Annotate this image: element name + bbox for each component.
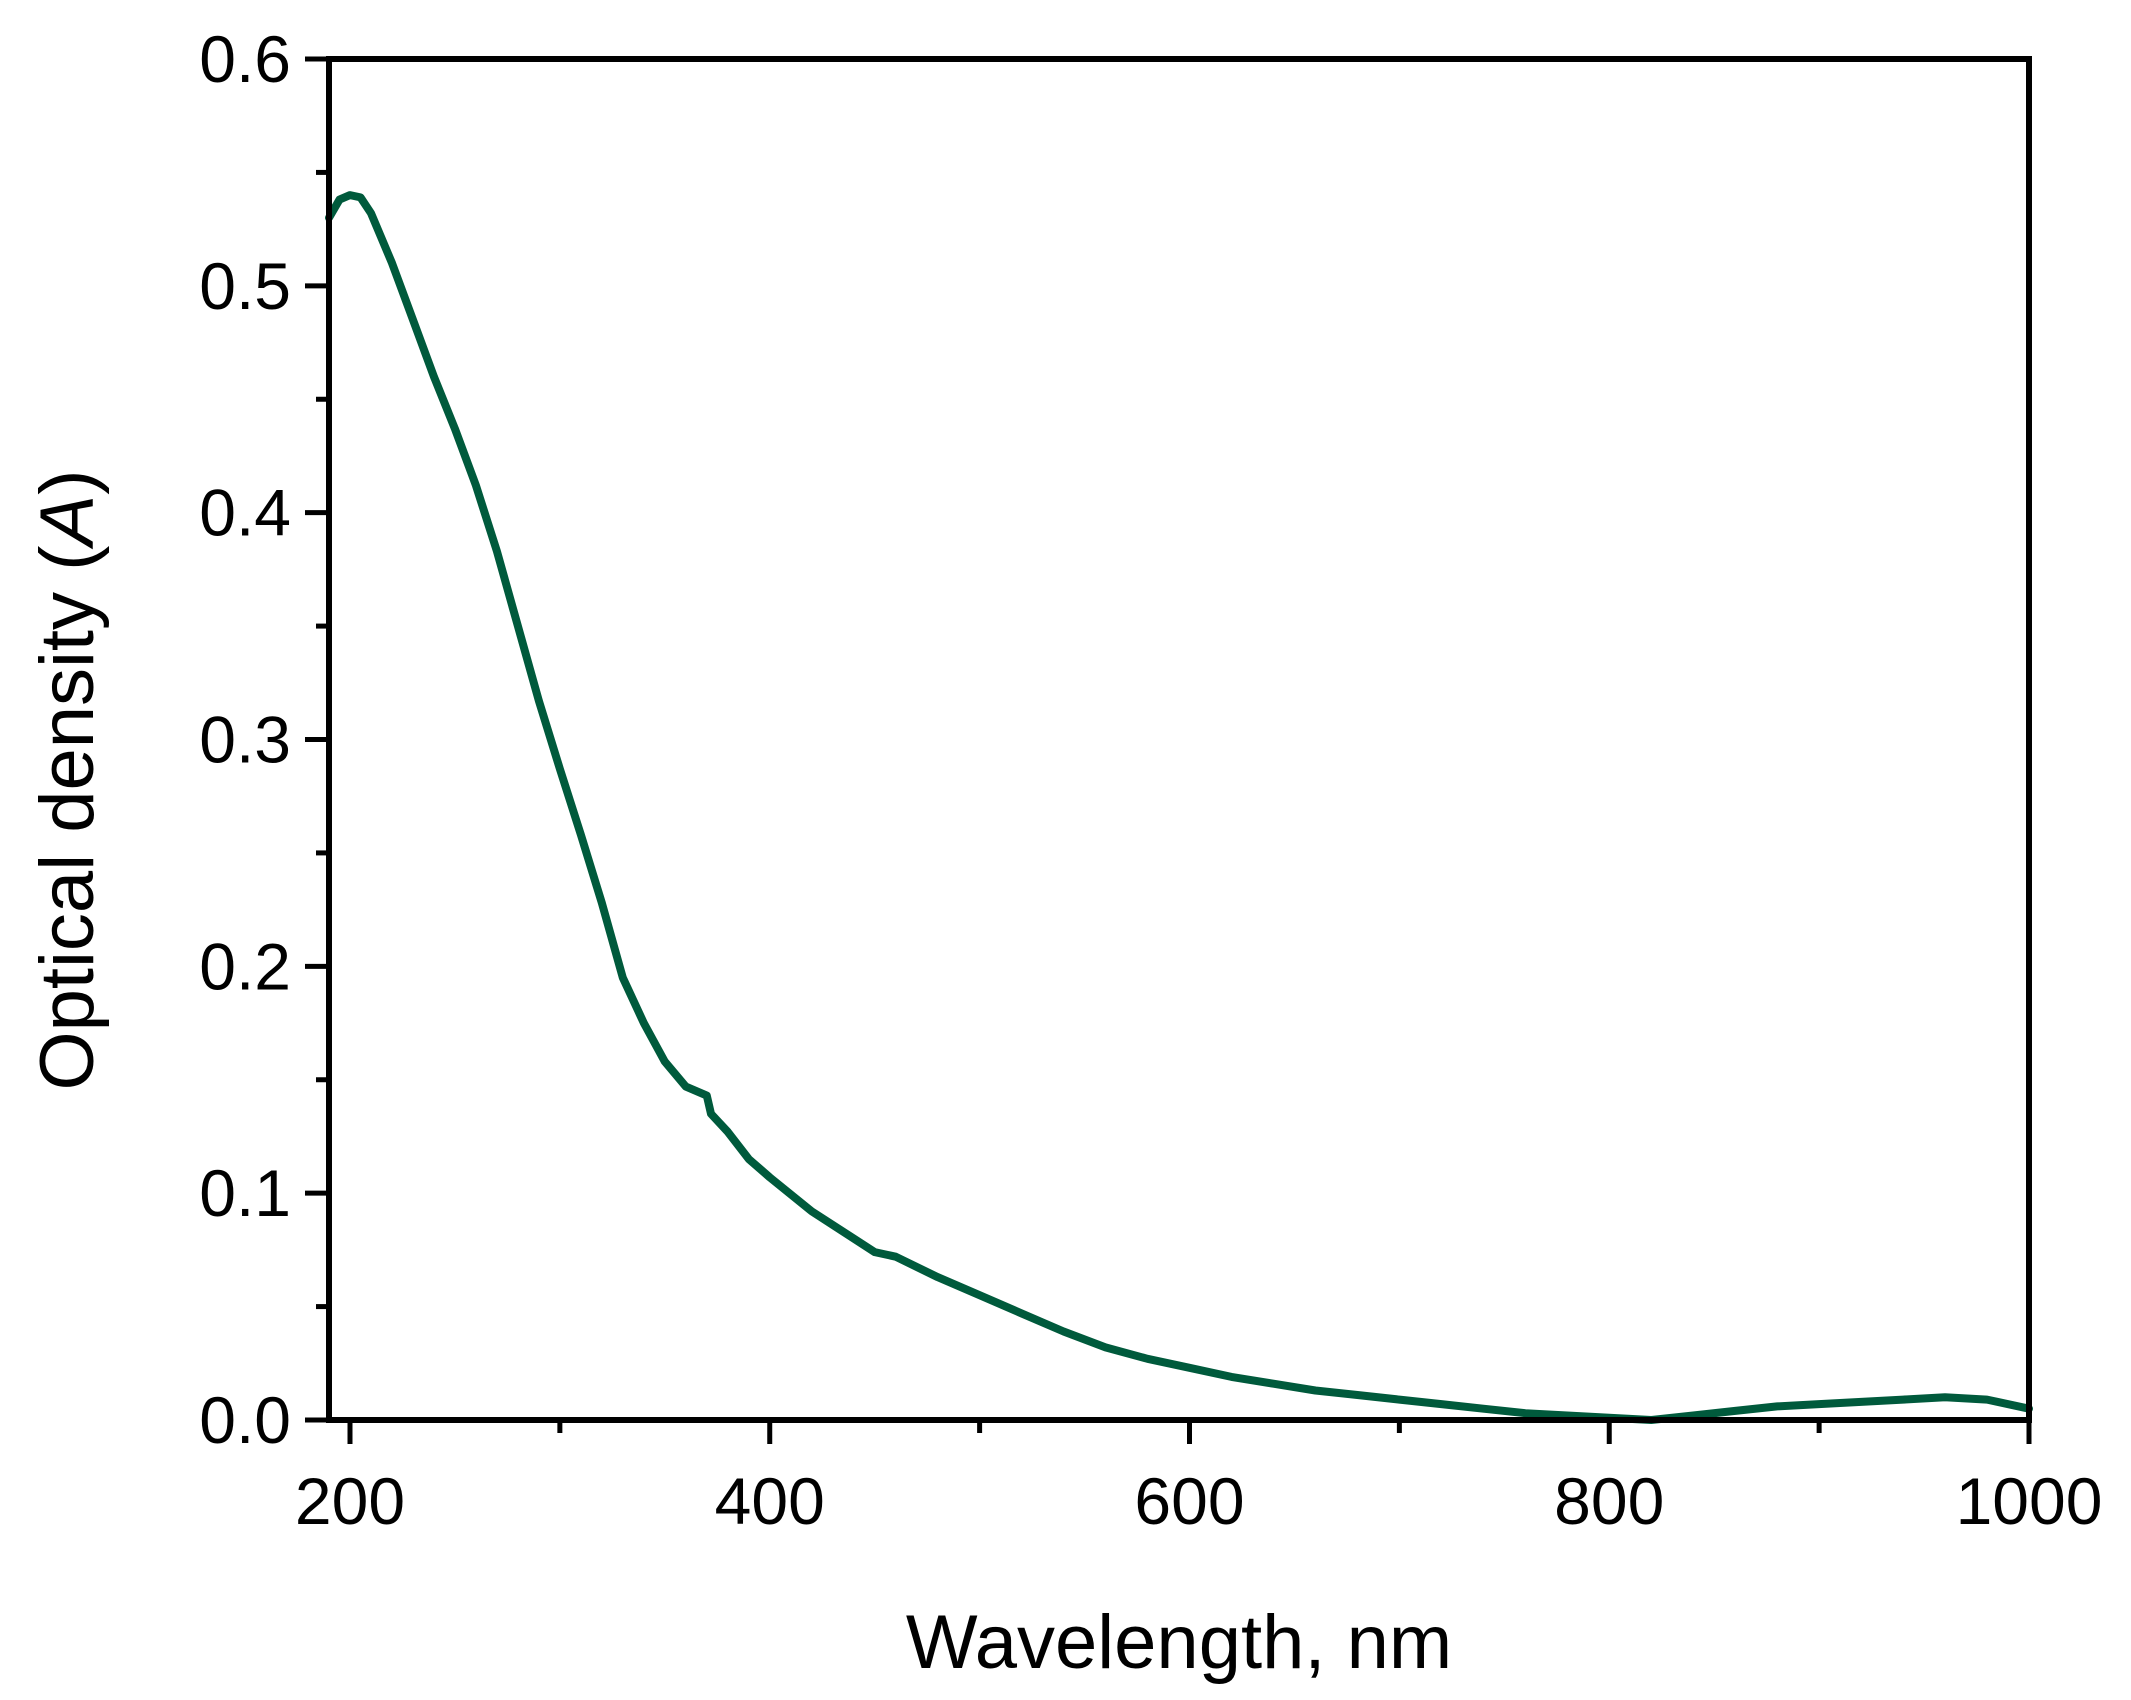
y-tick-labels: 0.0 0.1 0.2 0.3 0.4 0.5 0.6 [199, 22, 291, 1457]
y-axis-title-close: ) [25, 470, 110, 495]
series-layer [325, 191, 2033, 1424]
y-tick-label: 0.2 [199, 929, 291, 1003]
x-tick-label: 400 [715, 1464, 825, 1538]
y-axis-title: Optical density (A) [25, 470, 110, 1091]
y-tick-label: 0.0 [199, 1383, 291, 1457]
x-tick-label: 800 [1554, 1464, 1664, 1538]
y-axis-title-main: Optical density ( [25, 546, 110, 1091]
y-tick-label: 0.3 [199, 703, 291, 777]
y-tick-label: 0.5 [199, 249, 291, 323]
x-tick-label: 1000 [1956, 1464, 2103, 1538]
x-tick-label: 600 [1134, 1464, 1244, 1538]
x-tick-labels: 200 400 600 800 1000 [295, 1464, 2102, 1538]
x-tick-label: 200 [295, 1464, 405, 1538]
x-axis-title: Wavelength, nm [906, 1600, 1452, 1685]
y-axis-title-italic: A [25, 495, 110, 550]
series-line [325, 191, 2033, 1424]
y-tick-label: 0.1 [199, 1156, 291, 1230]
y-tick-label: 0.6 [199, 22, 291, 96]
y-tick-label: 0.4 [199, 476, 291, 550]
ticks-layer [305, 56, 2032, 1444]
plot-frame [326, 56, 2032, 1423]
